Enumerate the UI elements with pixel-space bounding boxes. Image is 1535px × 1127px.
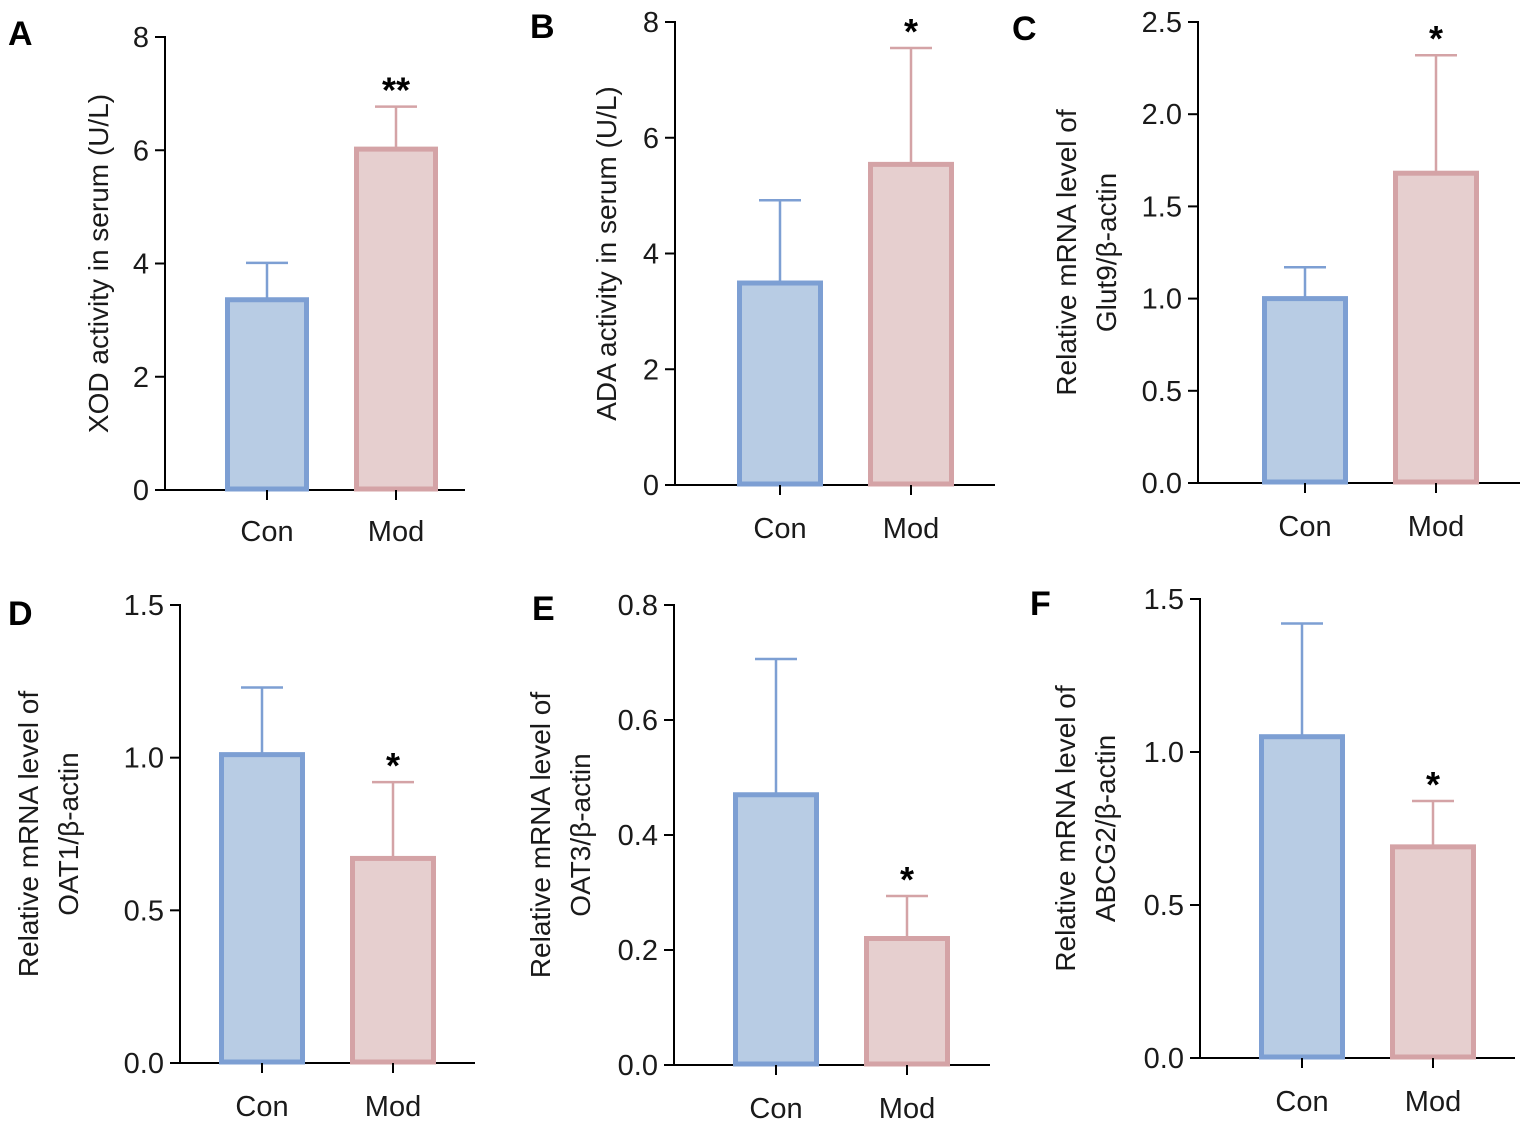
bar-con: [737, 280, 823, 487]
y-tick-label: 0.6: [618, 705, 658, 737]
y-axis-label: Relative mRNA level of: [1050, 685, 1081, 972]
panel-letter: C: [1012, 10, 1037, 48]
y-tick-label: 1.5: [1144, 584, 1184, 616]
y-axis-label: Glut9/β-actin: [1091, 173, 1122, 332]
y-tick-label: 0.8: [618, 590, 658, 622]
y-tick-label: 6: [133, 135, 149, 167]
y-tick-label: 0.0: [124, 1048, 164, 1080]
bar-mod: [1390, 844, 1476, 1060]
y-tick-label: 1.0: [1142, 284, 1182, 316]
significance-marker: *: [904, 11, 918, 52]
bar-mod: [864, 936, 950, 1067]
y-tick-label: 2: [643, 354, 659, 386]
x-tick-label: Mod: [365, 1091, 421, 1123]
bar-con: [1262, 296, 1348, 485]
y-tick-label: 0.5: [124, 895, 164, 927]
y-tick-label: 0.0: [1144, 1043, 1184, 1075]
x-tick-label: Mod: [368, 516, 424, 548]
x-tick-label: Mod: [1405, 1086, 1461, 1118]
y-tick-label: 0.0: [1142, 468, 1182, 500]
y-tick-label: 0: [643, 470, 659, 502]
panel-letter: E: [532, 590, 555, 628]
y-tick-label: 8: [643, 7, 659, 39]
bar-con: [225, 297, 309, 492]
panel-F: F 0.0 0.5 1.0 1.5 Relative mRNA level of ABCG2…: [1030, 584, 1515, 1118]
y-tick-label: 0.5: [1142, 376, 1182, 408]
bar-mod: [868, 161, 954, 487]
y-axis-label: Relative mRNA level of: [13, 691, 44, 978]
bar-con: [219, 752, 305, 1065]
y-axis-label: Relative mRNA level of: [1051, 109, 1082, 396]
y-axis-label: XOD activity in serum (U/L): [83, 94, 114, 433]
x-tick-label: Mod: [879, 1093, 935, 1125]
y-tick-label: 1.0: [124, 743, 164, 775]
x-tick-label: Con: [235, 1091, 288, 1123]
panel-B: B 0 2 4 6 8 ADA activity in serum (U/L) Con Mod *: [530, 7, 995, 545]
panel-letter: B: [530, 8, 555, 46]
x-tick-label: Con: [753, 513, 806, 545]
y-axis-label: ADA activity in serum (U/L): [591, 86, 622, 421]
y-tick-label: 0.4: [618, 820, 658, 852]
panel-letter: D: [8, 595, 33, 633]
panel-A: A 0 2 4 6 8 XOD activity in serum (U/L) Con Mod *…: [8, 15, 465, 548]
y-tick-label: 8: [133, 22, 149, 54]
y-tick-label: 1.5: [1142, 191, 1182, 223]
bar-con: [1259, 734, 1345, 1060]
x-tick-label: Con: [240, 516, 293, 548]
bar-mod: [354, 146, 438, 492]
y-tick-label: 0.2: [618, 935, 658, 967]
bar-mod: [350, 855, 436, 1065]
y-tick-label: 2: [133, 362, 149, 394]
y-tick-label: 0.5: [1144, 890, 1184, 922]
bar-mod: [1393, 170, 1479, 485]
panel-C: C 0.0 0.5 1.0 1.5 2.0 2.5 Relative mRNA level o…: [1012, 7, 1520, 543]
x-tick-label: Mod: [883, 513, 939, 545]
y-tick-label: 4: [643, 239, 659, 271]
significance-marker: **: [382, 70, 410, 111]
x-tick-label: Con: [1278, 511, 1331, 543]
y-tick-label: 1.0: [1144, 737, 1184, 769]
x-tick-label: Con: [749, 1093, 802, 1125]
y-axis-label: OAT1/β-actin: [53, 752, 84, 915]
y-tick-label: 2.5: [1142, 7, 1182, 39]
significance-marker: *: [1429, 18, 1443, 59]
x-tick-label: Mod: [1408, 511, 1464, 543]
panel-D: D 0.0 0.5 1.0 1.5 Relative mRNA level of OAT1/…: [8, 590, 475, 1123]
panel-letter: F: [1030, 585, 1051, 623]
significance-marker: *: [1426, 764, 1440, 805]
bar-con: [733, 792, 819, 1067]
y-tick-label: 0: [133, 475, 149, 507]
significance-marker: *: [900, 859, 914, 900]
y-tick-label: 6: [643, 123, 659, 155]
y-tick-label: 4: [133, 249, 149, 281]
y-axis-label: OAT3/β-actin: [565, 753, 596, 916]
y-tick-label: 0.0: [618, 1050, 658, 1082]
y-axis-label: Relative mRNA level of: [525, 692, 556, 979]
panel-E: E 0.0 0.2 0.4 0.6 0.8 Relative mRNA level of OA…: [525, 590, 990, 1125]
y-tick-label: 2.0: [1142, 99, 1182, 131]
significance-marker: *: [386, 745, 400, 786]
y-tick-label: 1.5: [124, 590, 164, 622]
x-tick-label: Con: [1275, 1086, 1328, 1118]
panel-letter: A: [8, 15, 33, 53]
y-axis-label: ABCG2/β-actin: [1090, 735, 1121, 922]
